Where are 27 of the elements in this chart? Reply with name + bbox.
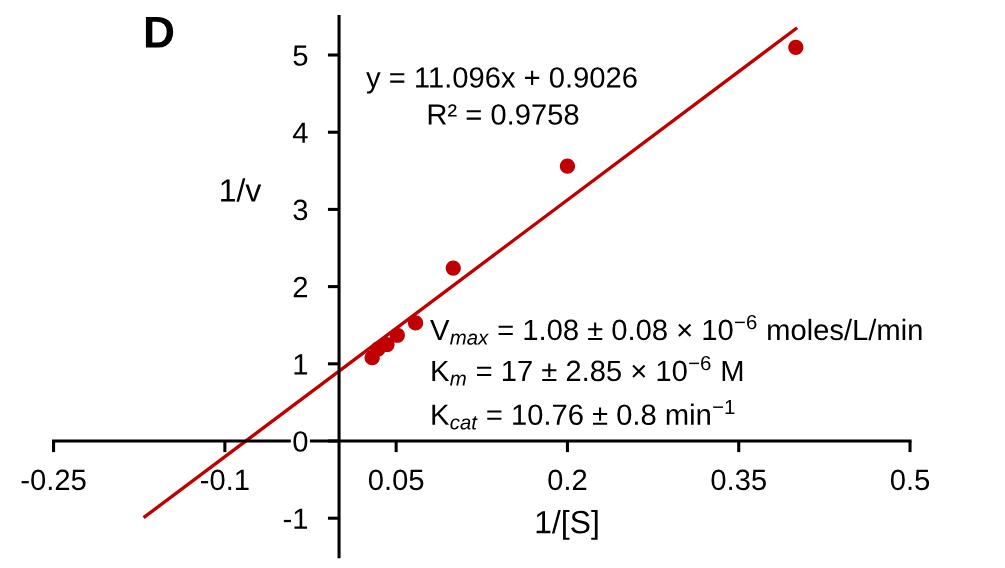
point [407,315,424,331]
y-axis-title: 1/v [221,178,262,202]
y-tick-label: 3 [293,199,308,221]
annotation: K$_{m}$ = 17 ± 2.85 × 10$^{−6}$ M [432,355,743,386]
x-tick-label: 0.5 [890,469,930,491]
point [559,158,576,174]
x-tick-label: 0.05 [368,469,424,491]
point [445,260,461,276]
chart-title: D [145,16,174,48]
x-tick-label: 0.2 [548,469,587,491]
annotation: y = 11.096x + 0.9026 [366,67,637,94]
x-tick-label: -0.1 [201,469,249,491]
x-axis-title: 1/[S] [536,510,598,540]
y-tick-label: -1 [283,508,308,529]
y-tick-label: 0 [293,431,308,452]
x-tick-label: 0.35 [711,469,766,491]
y-tick-label: 5 [293,45,308,66]
annotation: K$_{cat}$ = 10.76 ± 0.8 min$^{−1}$ [432,399,735,430]
x-tick-label: -0.25 [21,469,86,491]
y-tick-label: 4 [292,122,308,143]
y-tick-label: 2 [293,276,308,298]
annotation: V$_{max}$ = 1.08 ± 0.08 × 10$^{−6}$ moles/L/min [430,314,922,345]
point [788,39,804,55]
point [379,336,395,353]
annotation: R² = 0.9758 [428,104,579,125]
y-tick-label: 1 [294,354,308,375]
point [389,327,405,343]
